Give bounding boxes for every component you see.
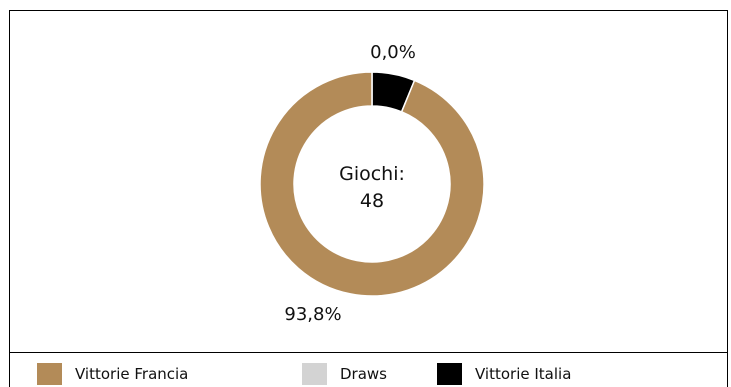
- legend-label-draws: Draws: [340, 365, 387, 383]
- slice-label-vittorie-francia: 93,8%: [284, 304, 341, 325]
- legend-divider: [9, 352, 728, 353]
- legend-label-vittorie-italia: Vittorie Italia: [475, 365, 572, 383]
- legend-swatch-vittorie-francia: [37, 363, 62, 385]
- legend-swatch-vittorie-italia: [437, 363, 462, 385]
- center-label-title: Giochi:: [339, 163, 405, 185]
- slice-label-draws: 0,0%: [370, 42, 416, 63]
- legend-item-vittorie-italia: Vittorie Italia: [437, 362, 571, 386]
- legend-label-vittorie-francia: Vittorie Francia: [75, 365, 189, 383]
- legend-item-vittorie-francia: Vittorie Francia: [37, 362, 188, 386]
- legend-swatch-draws: [302, 363, 327, 385]
- slice-vittorie-francia: [259, 71, 485, 297]
- chart-frame: [9, 10, 728, 387]
- legend-item-draws: Draws: [302, 362, 387, 386]
- donut-slices: [259, 71, 485, 297]
- center-label-value: 48: [360, 190, 384, 212]
